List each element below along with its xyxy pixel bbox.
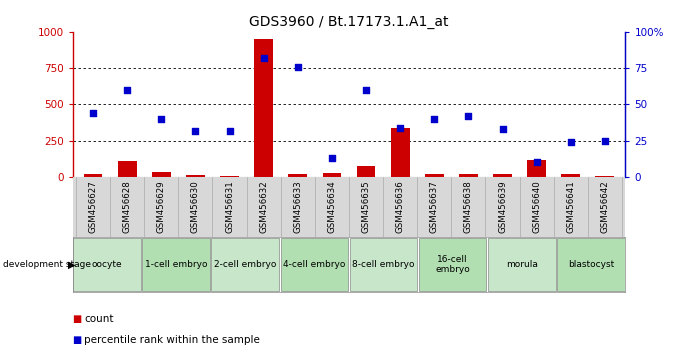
Point: [395, 125, 406, 131]
Text: GSM456636: GSM456636: [396, 180, 405, 233]
Text: morula: morula: [506, 260, 538, 269]
Text: 4-cell embryo: 4-cell embryo: [283, 260, 346, 269]
Text: ▶: ▶: [68, 259, 75, 270]
Text: GSM456642: GSM456642: [600, 180, 609, 233]
Bar: [596, 176, 614, 177]
Point: [224, 128, 235, 133]
Bar: [117, 161, 137, 177]
Text: GSM456628: GSM456628: [123, 180, 132, 233]
Point: [190, 128, 201, 133]
Text: GSM456631: GSM456631: [225, 180, 234, 233]
Point: [292, 64, 303, 69]
Text: oocyte: oocyte: [92, 260, 122, 269]
Bar: [459, 174, 477, 177]
Bar: [281, 238, 348, 291]
Bar: [73, 238, 141, 291]
Bar: [323, 173, 341, 177]
Text: ■: ■: [73, 335, 82, 345]
Point: [463, 113, 474, 119]
Bar: [254, 39, 273, 177]
Bar: [186, 175, 205, 177]
Point: [326, 155, 337, 161]
Bar: [557, 238, 625, 291]
Point: [428, 116, 439, 122]
Point: [497, 126, 508, 132]
Bar: [288, 174, 307, 177]
Point: [122, 87, 133, 93]
Bar: [390, 128, 410, 177]
Bar: [357, 166, 375, 177]
Point: [88, 110, 99, 116]
Bar: [211, 238, 279, 291]
Bar: [419, 238, 486, 291]
Text: development stage: development stage: [3, 260, 91, 269]
Bar: [152, 172, 171, 177]
Bar: [350, 238, 417, 291]
Point: [361, 87, 372, 93]
Text: percentile rank within the sample: percentile rank within the sample: [84, 335, 261, 345]
Title: GDS3960 / Bt.17173.1.A1_at: GDS3960 / Bt.17173.1.A1_at: [249, 16, 448, 29]
Point: [155, 116, 167, 122]
Bar: [561, 174, 580, 177]
Point: [599, 138, 610, 144]
Text: count: count: [84, 314, 114, 324]
Bar: [493, 174, 512, 177]
Text: blastocyst: blastocyst: [568, 260, 614, 269]
Point: [258, 55, 269, 61]
Point: [565, 139, 576, 145]
Text: GSM456629: GSM456629: [157, 180, 166, 233]
Text: GSM456635: GSM456635: [361, 180, 370, 233]
Text: 1-cell embryo: 1-cell embryo: [145, 260, 207, 269]
Text: GSM456632: GSM456632: [259, 180, 268, 233]
Bar: [142, 238, 210, 291]
Text: GSM456638: GSM456638: [464, 180, 473, 233]
Text: GSM456633: GSM456633: [293, 180, 302, 233]
Text: ■: ■: [73, 314, 82, 324]
Bar: [84, 174, 102, 177]
Text: 8-cell embryo: 8-cell embryo: [352, 260, 415, 269]
Text: GSM456627: GSM456627: [88, 180, 97, 233]
Text: GSM456630: GSM456630: [191, 180, 200, 233]
Text: GSM456639: GSM456639: [498, 180, 507, 233]
Text: GSM456637: GSM456637: [430, 180, 439, 233]
Bar: [425, 174, 444, 177]
Text: 16-cell
embryo: 16-cell embryo: [435, 255, 470, 274]
Bar: [220, 176, 239, 177]
Point: [531, 160, 542, 165]
Text: GSM456640: GSM456640: [532, 180, 541, 233]
Text: GSM456641: GSM456641: [566, 180, 575, 233]
Text: 2-cell embryo: 2-cell embryo: [214, 260, 276, 269]
Bar: [527, 160, 546, 177]
Bar: [488, 238, 556, 291]
Text: GSM456634: GSM456634: [328, 180, 337, 233]
